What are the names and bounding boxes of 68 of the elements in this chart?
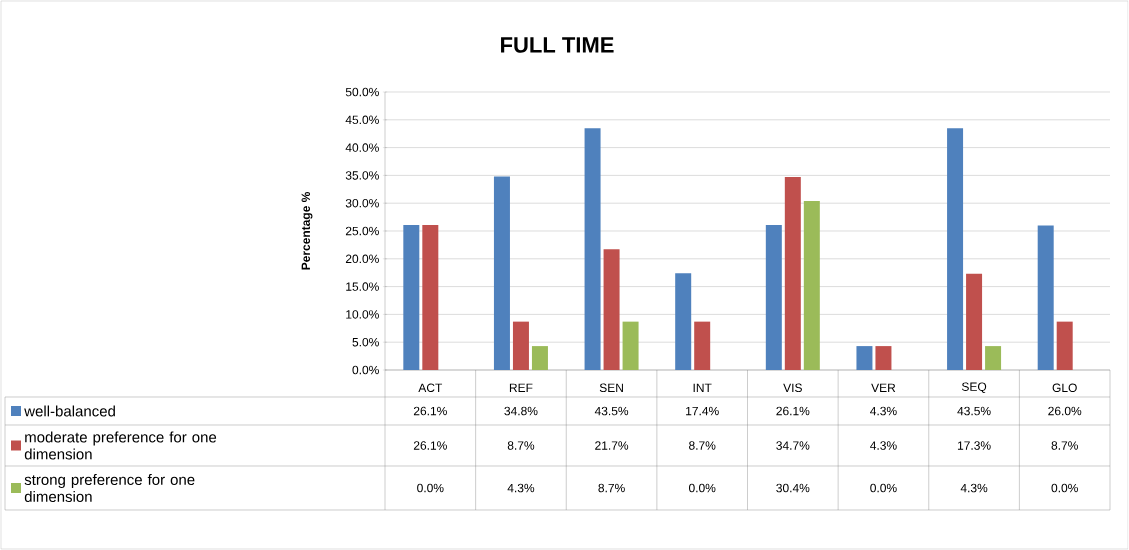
bar bbox=[403, 224, 420, 370]
legend-label: strong preference for one dimension bbox=[24, 474, 195, 502]
y-tick-label: 35.0% bbox=[345, 171, 379, 180]
bar bbox=[675, 273, 692, 370]
bar bbox=[803, 200, 820, 370]
bar bbox=[531, 346, 548, 370]
data-label: 26.1% bbox=[776, 406, 810, 416]
x-tick-label: SEQ bbox=[961, 382, 987, 394]
bar bbox=[1037, 225, 1054, 370]
data-label: 0.0% bbox=[1051, 483, 1078, 493]
bar bbox=[856, 346, 873, 370]
bar bbox=[422, 224, 439, 370]
y-tick-label: 0.0% bbox=[352, 365, 379, 375]
y-tick-label: 40.0% bbox=[345, 143, 379, 152]
x-tick-label: SEN bbox=[599, 383, 623, 393]
data-label: 34.7% bbox=[776, 441, 810, 450]
data-label: 4.3% bbox=[507, 483, 535, 493]
bar bbox=[694, 321, 711, 370]
y-tick-label: 45.0% bbox=[345, 115, 379, 125]
bar bbox=[875, 346, 892, 370]
bar bbox=[1056, 321, 1073, 370]
y-tick-label: 10.0% bbox=[346, 310, 379, 319]
data-label: 4.3% bbox=[960, 483, 988, 493]
data-label: 0.0% bbox=[870, 483, 897, 493]
data-label: 17.4% bbox=[686, 406, 719, 416]
data-label: 4.3% bbox=[870, 406, 897, 416]
bar bbox=[966, 273, 983, 370]
data-label: 4.3% bbox=[870, 441, 897, 450]
x-tick-label: VER bbox=[871, 383, 896, 392]
data-label: 17.3% bbox=[957, 441, 991, 450]
chart-title: FULL TIME bbox=[501, 37, 614, 53]
bar bbox=[512, 321, 529, 370]
data-label: 0.0% bbox=[688, 483, 716, 493]
data-label: 8.7% bbox=[598, 483, 625, 493]
y-tick-label: 5.0% bbox=[352, 337, 379, 347]
x-tick-label: ACT bbox=[418, 383, 443, 393]
bar bbox=[584, 128, 601, 370]
bar bbox=[784, 177, 801, 370]
x-tick-label: VIS bbox=[783, 383, 802, 393]
legend-label: moderate preference for one dimension bbox=[24, 431, 217, 460]
data-label: 26.1% bbox=[413, 441, 447, 450]
x-tick-label: REF bbox=[509, 383, 533, 392]
data-label: 43.5% bbox=[594, 406, 629, 416]
legend-label: well-balanced bbox=[24, 405, 115, 417]
data-label: 0.0% bbox=[417, 483, 444, 493]
data-label: 8.7% bbox=[1051, 441, 1078, 450]
y-tick-label: 25.0% bbox=[345, 226, 379, 236]
bar bbox=[622, 321, 639, 370]
data-label: 30.4% bbox=[776, 483, 810, 493]
data-label: 8.7% bbox=[507, 441, 535, 450]
y-tick-label: 20.0% bbox=[345, 254, 379, 264]
data-label: 26.1% bbox=[413, 406, 447, 416]
x-tick-label: INT bbox=[693, 383, 712, 392]
y-tick-label: 15.0% bbox=[346, 282, 379, 291]
data-label: 8.7% bbox=[689, 441, 716, 450]
y-tick-label: 30.0% bbox=[345, 198, 379, 208]
bar bbox=[985, 346, 1002, 370]
bar bbox=[493, 176, 510, 370]
y-axis-title: Percentage % bbox=[301, 191, 313, 270]
bar bbox=[603, 249, 620, 370]
bar bbox=[765, 224, 782, 370]
data-label: 21.7% bbox=[595, 441, 629, 450]
data-label: 43.5% bbox=[957, 406, 991, 416]
bar bbox=[947, 128, 964, 370]
data-label: 34.8% bbox=[504, 406, 538, 416]
y-tick-label: 50.0% bbox=[345, 87, 379, 97]
x-tick-label: GLO bbox=[1052, 383, 1077, 393]
data-label: 26.0% bbox=[1048, 406, 1082, 416]
